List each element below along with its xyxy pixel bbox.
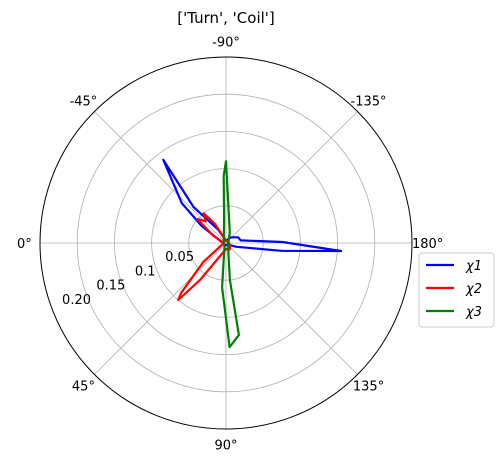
polar-grid [39, 56, 413, 430]
angle-tick-label: 180° [412, 237, 443, 252]
angle-tick-label: -90° [212, 35, 240, 50]
series-layer [162, 158, 343, 349]
radial-tick-label: 0.05 [165, 250, 194, 265]
angle-tick-label: 135° [353, 380, 384, 395]
legend-frame [418, 252, 495, 328]
series-line-chi2 [177, 212, 231, 302]
series-line-chi3 [221, 160, 240, 349]
angular-grid-line [94, 111, 227, 244]
angular-grid-line [94, 242, 227, 375]
radial-tick-label: 0.20 [62, 293, 91, 308]
chart-title: ['Turn', 'Coil'] [177, 9, 275, 27]
angle-tick-label: 45° [72, 380, 95, 395]
angular-grid-line [225, 111, 358, 244]
radial-tick-label: 0.15 [96, 279, 125, 294]
legend-label: χ2 [465, 282, 482, 297]
legend: χ1 χ2 χ3 [418, 252, 495, 328]
tick-labels: 0° 45° 90° 135° 180° -135° -90° -45° 0.05 0.1 0.15… [17, 35, 443, 453]
angle-tick-label: -45° [70, 94, 98, 109]
radial-tick-label: 0.1 [135, 264, 156, 279]
angular-grid-line [225, 242, 358, 375]
polar-frame [39, 56, 413, 430]
angle-tick-label: -135° [351, 94, 387, 109]
legend-label: χ1 [465, 259, 482, 274]
angle-tick-label: 90° [214, 439, 237, 454]
legend-label: χ3 [465, 305, 482, 320]
angle-tick-label: 0° [17, 237, 32, 252]
